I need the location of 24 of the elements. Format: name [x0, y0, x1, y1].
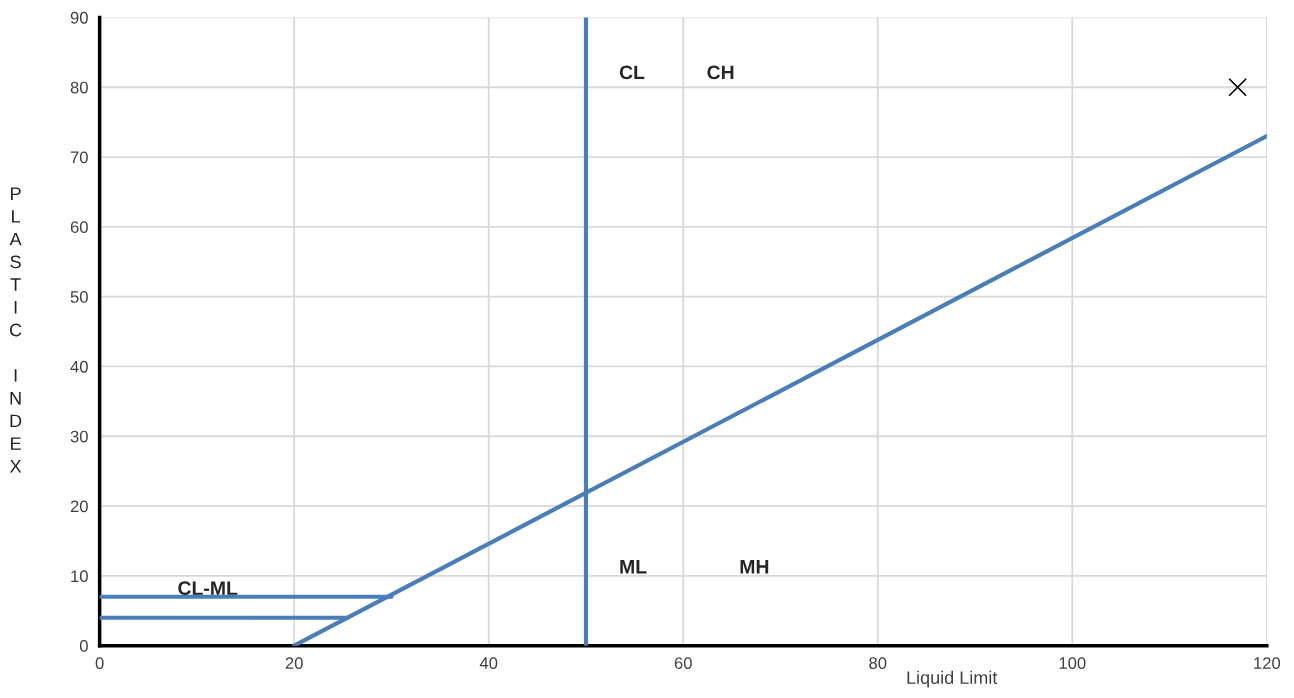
x-tick-label: 80: [869, 657, 887, 669]
annotation: CH: [707, 65, 734, 80]
y-tick-label: 0: [79, 640, 88, 652]
text: PLASTIC INDEX: [9, 187, 22, 473]
y-tick-label: 50: [70, 291, 88, 303]
annotation: ML: [620, 560, 647, 574]
x-tick-label: 40: [479, 657, 498, 669]
y-tick-label: 20: [70, 500, 88, 513]
x-tick-label: 60: [674, 657, 692, 669]
x-tick-label: 100: [1059, 657, 1086, 669]
y-tick-label: 90: [70, 11, 88, 24]
x-axis-title: Liquid Limit: [907, 670, 998, 688]
annotation: CL: [619, 65, 645, 80]
y-tick-label: 60: [70, 221, 88, 234]
y-tick-label: 70: [70, 151, 88, 164]
y-tick-label: 30: [70, 430, 88, 443]
annotation: CL-ML: [178, 581, 238, 596]
x-tick-label: 120: [1254, 657, 1281, 669]
x-tick-label: 20: [285, 657, 303, 669]
x-tick-label: 0: [95, 657, 104, 669]
annotation: MH: [740, 560, 769, 574]
y-tick-label: 40: [70, 360, 88, 373]
y-tick-label: 80: [70, 81, 88, 94]
y-tick-label: 10: [71, 570, 88, 583]
